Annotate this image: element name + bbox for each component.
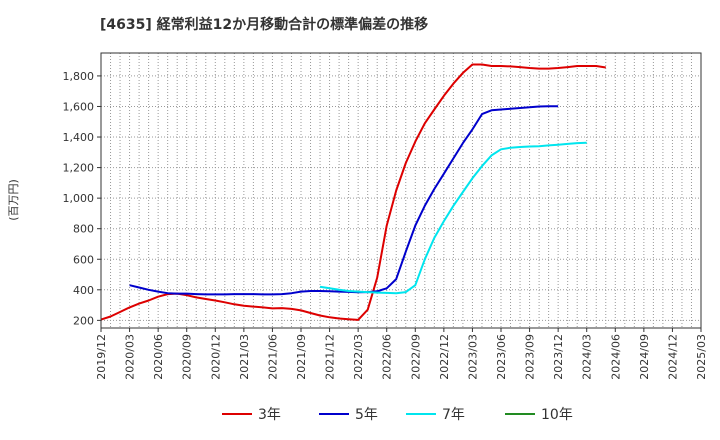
y-tick-label: 1,200 <box>63 162 95 175</box>
x-tick-label: 2021/12 <box>324 334 337 380</box>
y-axis-label: (百万円) <box>7 179 20 221</box>
legend-label: 5年 <box>355 407 378 423</box>
legend-label: 10年 <box>541 407 573 423</box>
x-tick-label: 2024/09 <box>638 334 651 380</box>
grid-layer <box>101 53 701 328</box>
legend-label: 3年 <box>258 407 281 423</box>
x-tick-label: 2019/12 <box>95 334 108 380</box>
x-tick-label: 2024/06 <box>609 334 622 380</box>
y-tick-label: 1,400 <box>63 131 95 144</box>
x-tick-label: 2020/09 <box>181 334 194 380</box>
legend-label: 7年 <box>442 407 465 423</box>
x-tick-label: 2021/06 <box>266 334 279 380</box>
series-line-7年 <box>319 141 587 295</box>
y-axis-ticks: 200 400 600 800 1,000 1,200 1,400 1,600 1,800 <box>63 70 101 327</box>
x-tick-label: 2024/03 <box>581 334 594 380</box>
legend: 3年 5年 7年 10年 <box>222 407 573 423</box>
x-tick-label: 2021/03 <box>238 334 251 380</box>
y-tick-label: 1,600 <box>63 100 95 113</box>
x-tick-label: 2021/09 <box>295 334 308 380</box>
x-tick-label: 2020/03 <box>124 334 137 380</box>
plot-area <box>101 53 701 328</box>
x-tick-label: 2023/12 <box>552 334 565 380</box>
y-tick-label: 800 <box>73 223 94 236</box>
chart-title: [4635] 経常利益12か月移動合計の標準偏差の推移 <box>100 17 429 33</box>
x-tick-label: 2023/03 <box>466 334 479 380</box>
plot-frame <box>100 52 702 329</box>
y-tick-label: 1,800 <box>63 70 95 83</box>
series-layer <box>100 63 606 321</box>
x-tick-label: 2020/12 <box>209 334 222 380</box>
y-tick-label: 200 <box>73 314 94 327</box>
x-tick-label: 2022/06 <box>381 334 394 380</box>
x-tick-label: 2022/09 <box>409 334 422 380</box>
x-tick-label: 2025/03 <box>695 334 708 380</box>
y-tick-label: 1,000 <box>63 192 95 205</box>
x-tick-label: 2022/03 <box>352 334 365 380</box>
x-tick-label: 2024/12 <box>666 334 679 380</box>
x-tick-label: 2022/12 <box>438 334 451 380</box>
x-tick-label: 2023/06 <box>495 334 508 380</box>
x-tick-label: 2020/06 <box>152 334 165 380</box>
series-line-3年 <box>100 63 606 321</box>
y-tick-label: 400 <box>73 284 94 297</box>
x-axis-ticks: 2019/12 2020/03 2020/06 2020/09 2020/12 2021/… <box>95 328 708 380</box>
x-tick-label: 2023/09 <box>524 334 537 380</box>
series-line-5年 <box>129 105 559 296</box>
y-tick-label: 600 <box>73 253 94 266</box>
